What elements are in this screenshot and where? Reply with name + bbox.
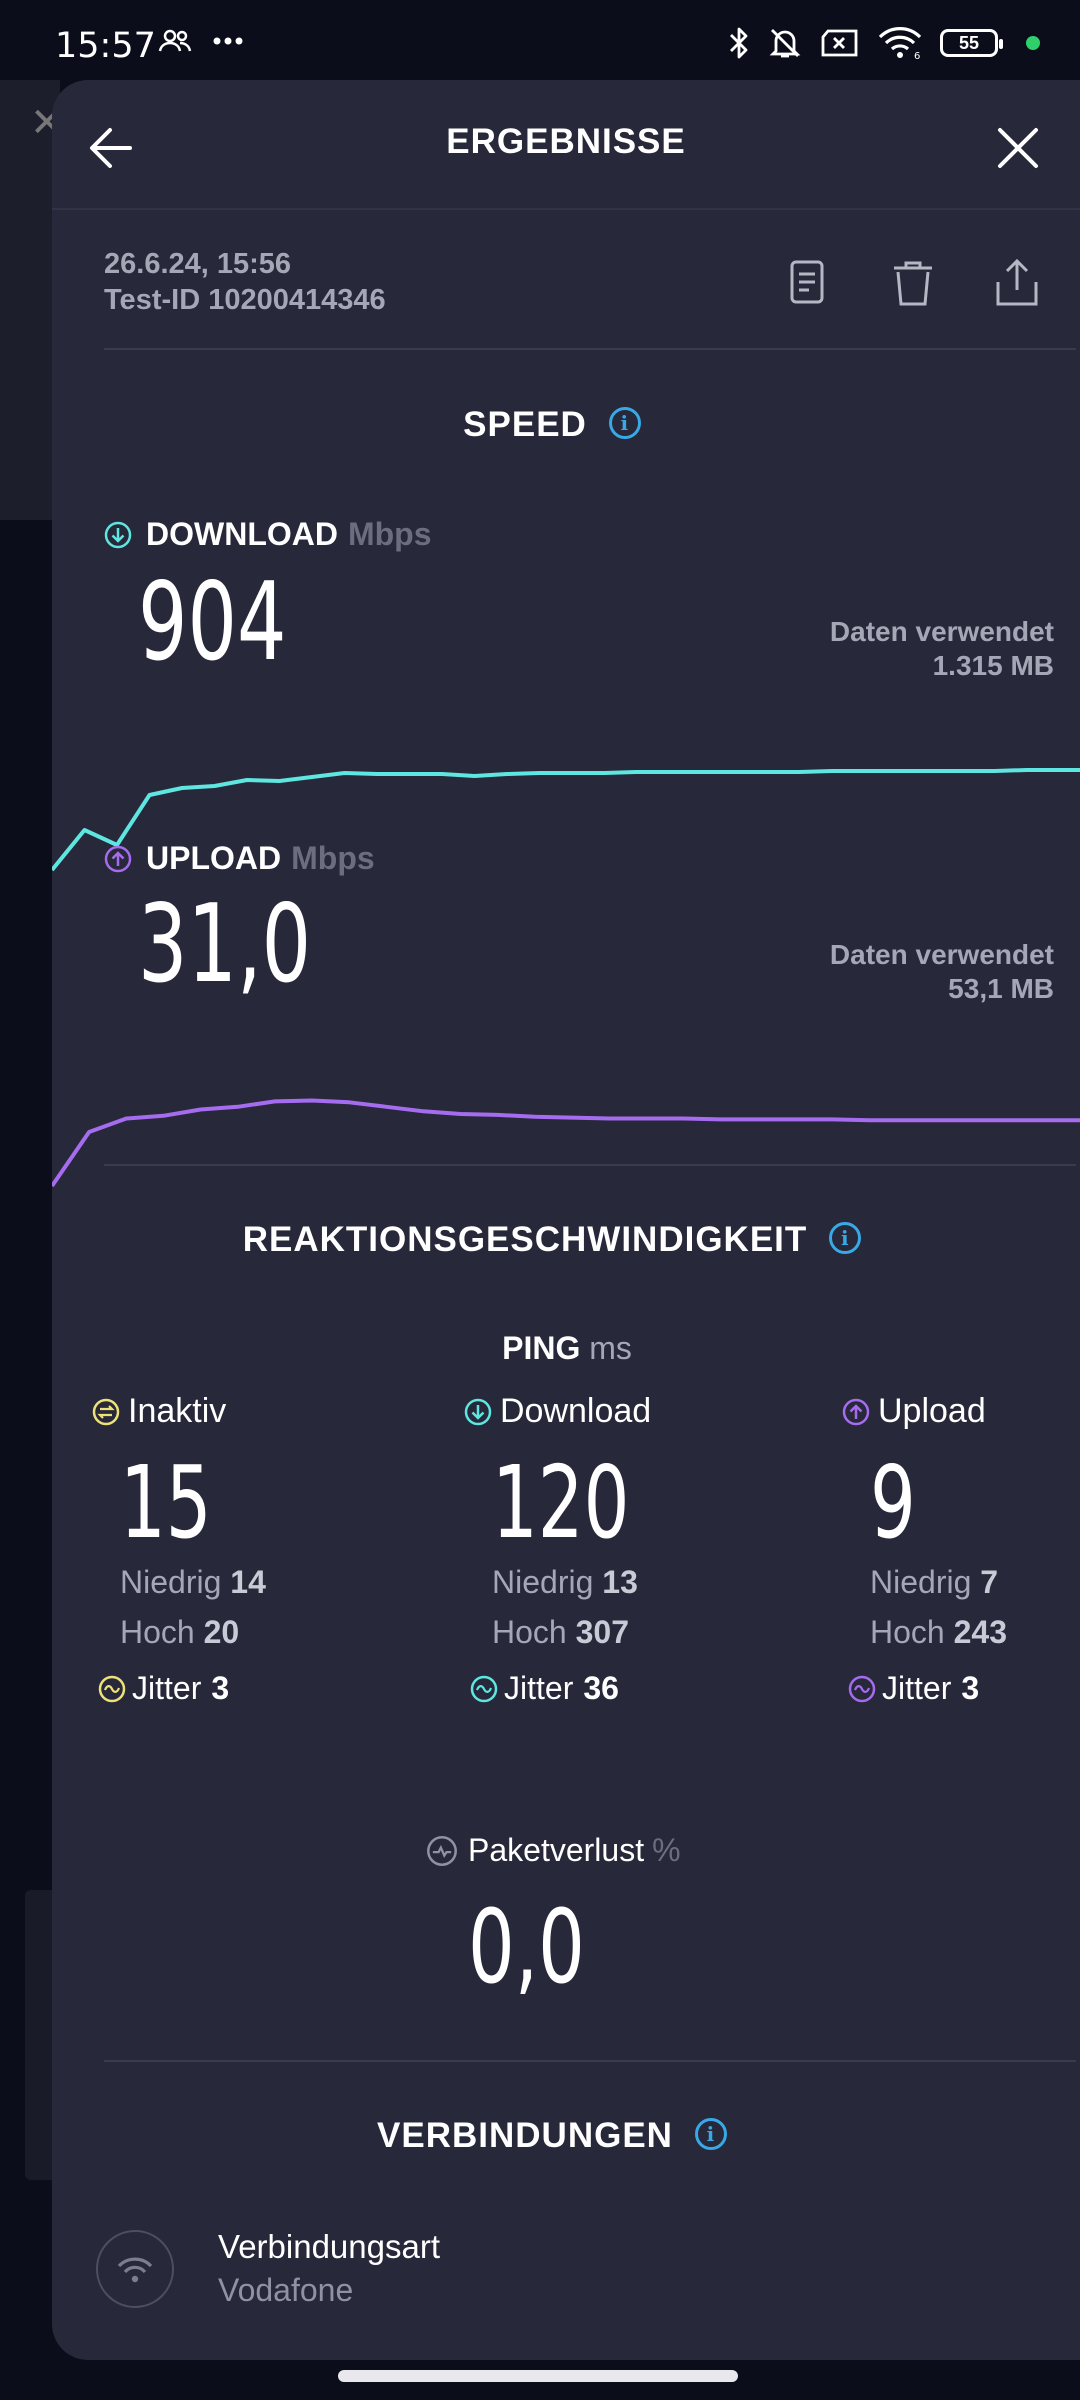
info-icon[interactable]: i: [694, 2117, 727, 2150]
download-data-value: 1.315 MB: [932, 650, 1054, 681]
info-icon[interactable]: i: [829, 1221, 862, 1254]
download-ping-label: Download: [500, 1392, 652, 1430]
download-label-row: DOWNLOAD Mbps: [104, 516, 432, 553]
back-arrow-icon[interactable]: [82, 118, 142, 178]
packet-loss-icon: [427, 1835, 457, 1866]
upload-unit: Mbps: [291, 840, 375, 876]
download-jitter: Jitter 36: [470, 1670, 619, 1707]
download-ping-value: 120: [492, 1444, 630, 1561]
divider: [104, 1164, 1076, 1166]
idle-icon: [92, 1398, 120, 1425]
no-sim-icon: [821, 29, 858, 57]
upload-ping-label: Upload: [878, 1392, 986, 1430]
close-icon[interactable]: [988, 118, 1048, 178]
upload-data-used: Daten verwendet 53,1 MB: [830, 938, 1054, 1006]
packet-loss-value: 0,0: [468, 1888, 585, 2007]
background-panel: [0, 80, 60, 520]
wifi-icon: 6: [878, 27, 922, 60]
upload-data-label: Daten verwendet: [829, 939, 1054, 970]
wifi-connection-icon: [96, 2230, 174, 2308]
download-data-used: Daten verwendet 1.315 MB: [830, 615, 1054, 683]
idle-label: Inaktiv: [128, 1392, 227, 1430]
connection-type-value: Vodafone: [218, 2272, 354, 2308]
jitter-icon: [98, 1675, 126, 1702]
results-sheet: ERGEBNISSE 26.6.24, 15:56 Test-ID 102004…: [52, 80, 1080, 2360]
reaction-section-title: REAKTIONSGESCHWINDIGKEIT i: [52, 1220, 1052, 1260]
ping-heading: PING ms: [52, 1330, 1080, 1367]
bluetooth-icon: [730, 27, 748, 59]
info-icon[interactable]: i: [608, 406, 641, 439]
share-icon[interactable]: [990, 256, 1044, 310]
download-low: Niedrig 13: [492, 1564, 638, 1600]
packet-loss-label: Paketverlust: [468, 1832, 645, 1868]
upload-data-value: 53,1 MB: [948, 973, 1054, 1004]
idle-high: Hoch 20: [120, 1614, 240, 1650]
download-speed-line: [52, 768, 1080, 872]
test-id: Test-ID 10200414346: [104, 284, 386, 316]
status-time: 15:57: [55, 26, 156, 66]
divider: [104, 2060, 1076, 2062]
test-date: 26.6.24, 15:56: [104, 248, 292, 280]
upload-arrow-icon: [104, 845, 132, 872]
gesture-navigation-bar[interactable]: [338, 2370, 738, 2382]
jitter-icon: [848, 1675, 876, 1702]
people-icon: [158, 29, 192, 52]
page-title: ERGEBNISSE: [446, 122, 686, 161]
download-label: DOWNLOAD: [146, 516, 338, 552]
upload-ping-icon: [842, 1398, 870, 1425]
bell-off-icon: [769, 29, 801, 58]
connections-title: VERBINDUNGEN: [377, 2116, 673, 2155]
speed-section-title: SPEED i: [52, 405, 1052, 445]
svg-text:6: 6: [914, 51, 920, 60]
upload-speed-value: 31,0: [138, 882, 312, 1007]
status-bar: 15:57 6 55: [0, 0, 1080, 80]
packet-loss-unit: %: [652, 1832, 681, 1868]
download-unit: Mbps: [347, 516, 432, 552]
header-bar: ERGEBNISSE: [52, 80, 1080, 210]
download-high: Hoch 307: [492, 1614, 629, 1650]
download-ping-icon: [464, 1398, 492, 1425]
idle-ping-value: 15: [120, 1444, 212, 1561]
upload-high: Hoch 243: [870, 1614, 1007, 1650]
ping-upload-column: Upload 9 Niedrig 7 Hoch 243 Jitter 3: [842, 1392, 1080, 1722]
upload-label-row: UPLOAD Mbps: [104, 840, 375, 877]
connection-type-label: Verbindungsart: [218, 2228, 440, 2265]
packet-loss-label-row: Paketverlust %: [426, 1832, 681, 1869]
document-icon[interactable]: [780, 256, 834, 310]
trash-icon[interactable]: [886, 256, 940, 310]
jitter-icon: [470, 1675, 498, 1702]
speed-title: SPEED: [463, 405, 587, 444]
ping-unit: ms: [589, 1330, 632, 1366]
ping-label: PING: [502, 1330, 581, 1366]
upload-low: Niedrig 7: [870, 1564, 999, 1600]
privacy-dot: [1026, 36, 1040, 50]
ping-download-column: Download 120 Niedrig 13 Hoch 307 Jitter 3…: [464, 1392, 764, 1722]
upload-graph: [52, 1098, 1080, 1188]
upload-jitter: Jitter 3: [848, 1670, 979, 1707]
download-arrow-icon: [104, 521, 132, 548]
upload-label: UPLOAD: [146, 840, 282, 876]
more-dots-icon: [213, 37, 243, 45]
upload-speed-line: [52, 1098, 1080, 1188]
battery-icon: 55: [940, 29, 1003, 57]
idle-jitter: Jitter 3: [98, 1670, 229, 1707]
idle-low: Niedrig 14: [120, 1564, 266, 1600]
divider: [104, 348, 1076, 350]
ping-idle-column: Inaktiv 15 Niedrig 14 Hoch 20 Jitter 3: [92, 1392, 392, 1722]
download-graph: [52, 768, 1080, 872]
connections-section-title: VERBINDUNGEN i: [52, 2116, 1052, 2156]
download-data-label: Daten verwendet: [829, 616, 1054, 647]
download-speed-value: 904: [138, 560, 287, 685]
upload-ping-value: 9: [870, 1444, 916, 1561]
reaction-title: REAKTIONSGESCHWINDIGKEIT: [242, 1220, 808, 1259]
